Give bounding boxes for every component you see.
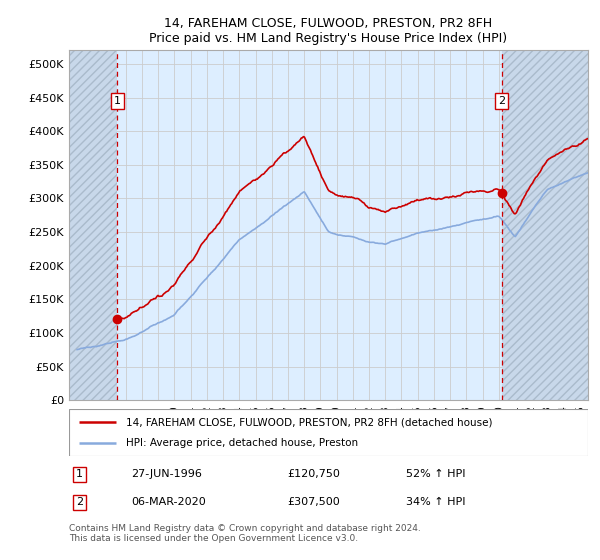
Text: 2: 2 [76, 497, 83, 507]
Title: 14, FAREHAM CLOSE, FULWOOD, PRESTON, PR2 8FH
Price paid vs. HM Land Registry's H: 14, FAREHAM CLOSE, FULWOOD, PRESTON, PR2… [149, 17, 508, 45]
FancyBboxPatch shape [69, 409, 588, 456]
Text: £307,500: £307,500 [287, 497, 340, 507]
Bar [69, 50, 118, 400]
Text: 27-JUN-1996: 27-JUN-1996 [131, 469, 202, 479]
Text: 14, FAREHAM CLOSE, FULWOOD, PRESTON, PR2 8FH (detached house): 14, FAREHAM CLOSE, FULWOOD, PRESTON, PR2… [126, 417, 493, 427]
Text: 34% ↑ HPI: 34% ↑ HPI [406, 497, 466, 507]
Bar [502, 50, 588, 400]
Text: 1: 1 [76, 469, 83, 479]
Text: 06-MAR-2020: 06-MAR-2020 [131, 497, 206, 507]
Text: £120,750: £120,750 [287, 469, 340, 479]
Text: 1: 1 [114, 96, 121, 106]
Text: 2: 2 [498, 96, 505, 106]
Text: 52% ↑ HPI: 52% ↑ HPI [406, 469, 466, 479]
Text: HPI: Average price, detached house, Preston: HPI: Average price, detached house, Pres… [126, 438, 358, 448]
Text: Contains HM Land Registry data © Crown copyright and database right 2024.
This d: Contains HM Land Registry data © Crown c… [69, 524, 421, 543]
